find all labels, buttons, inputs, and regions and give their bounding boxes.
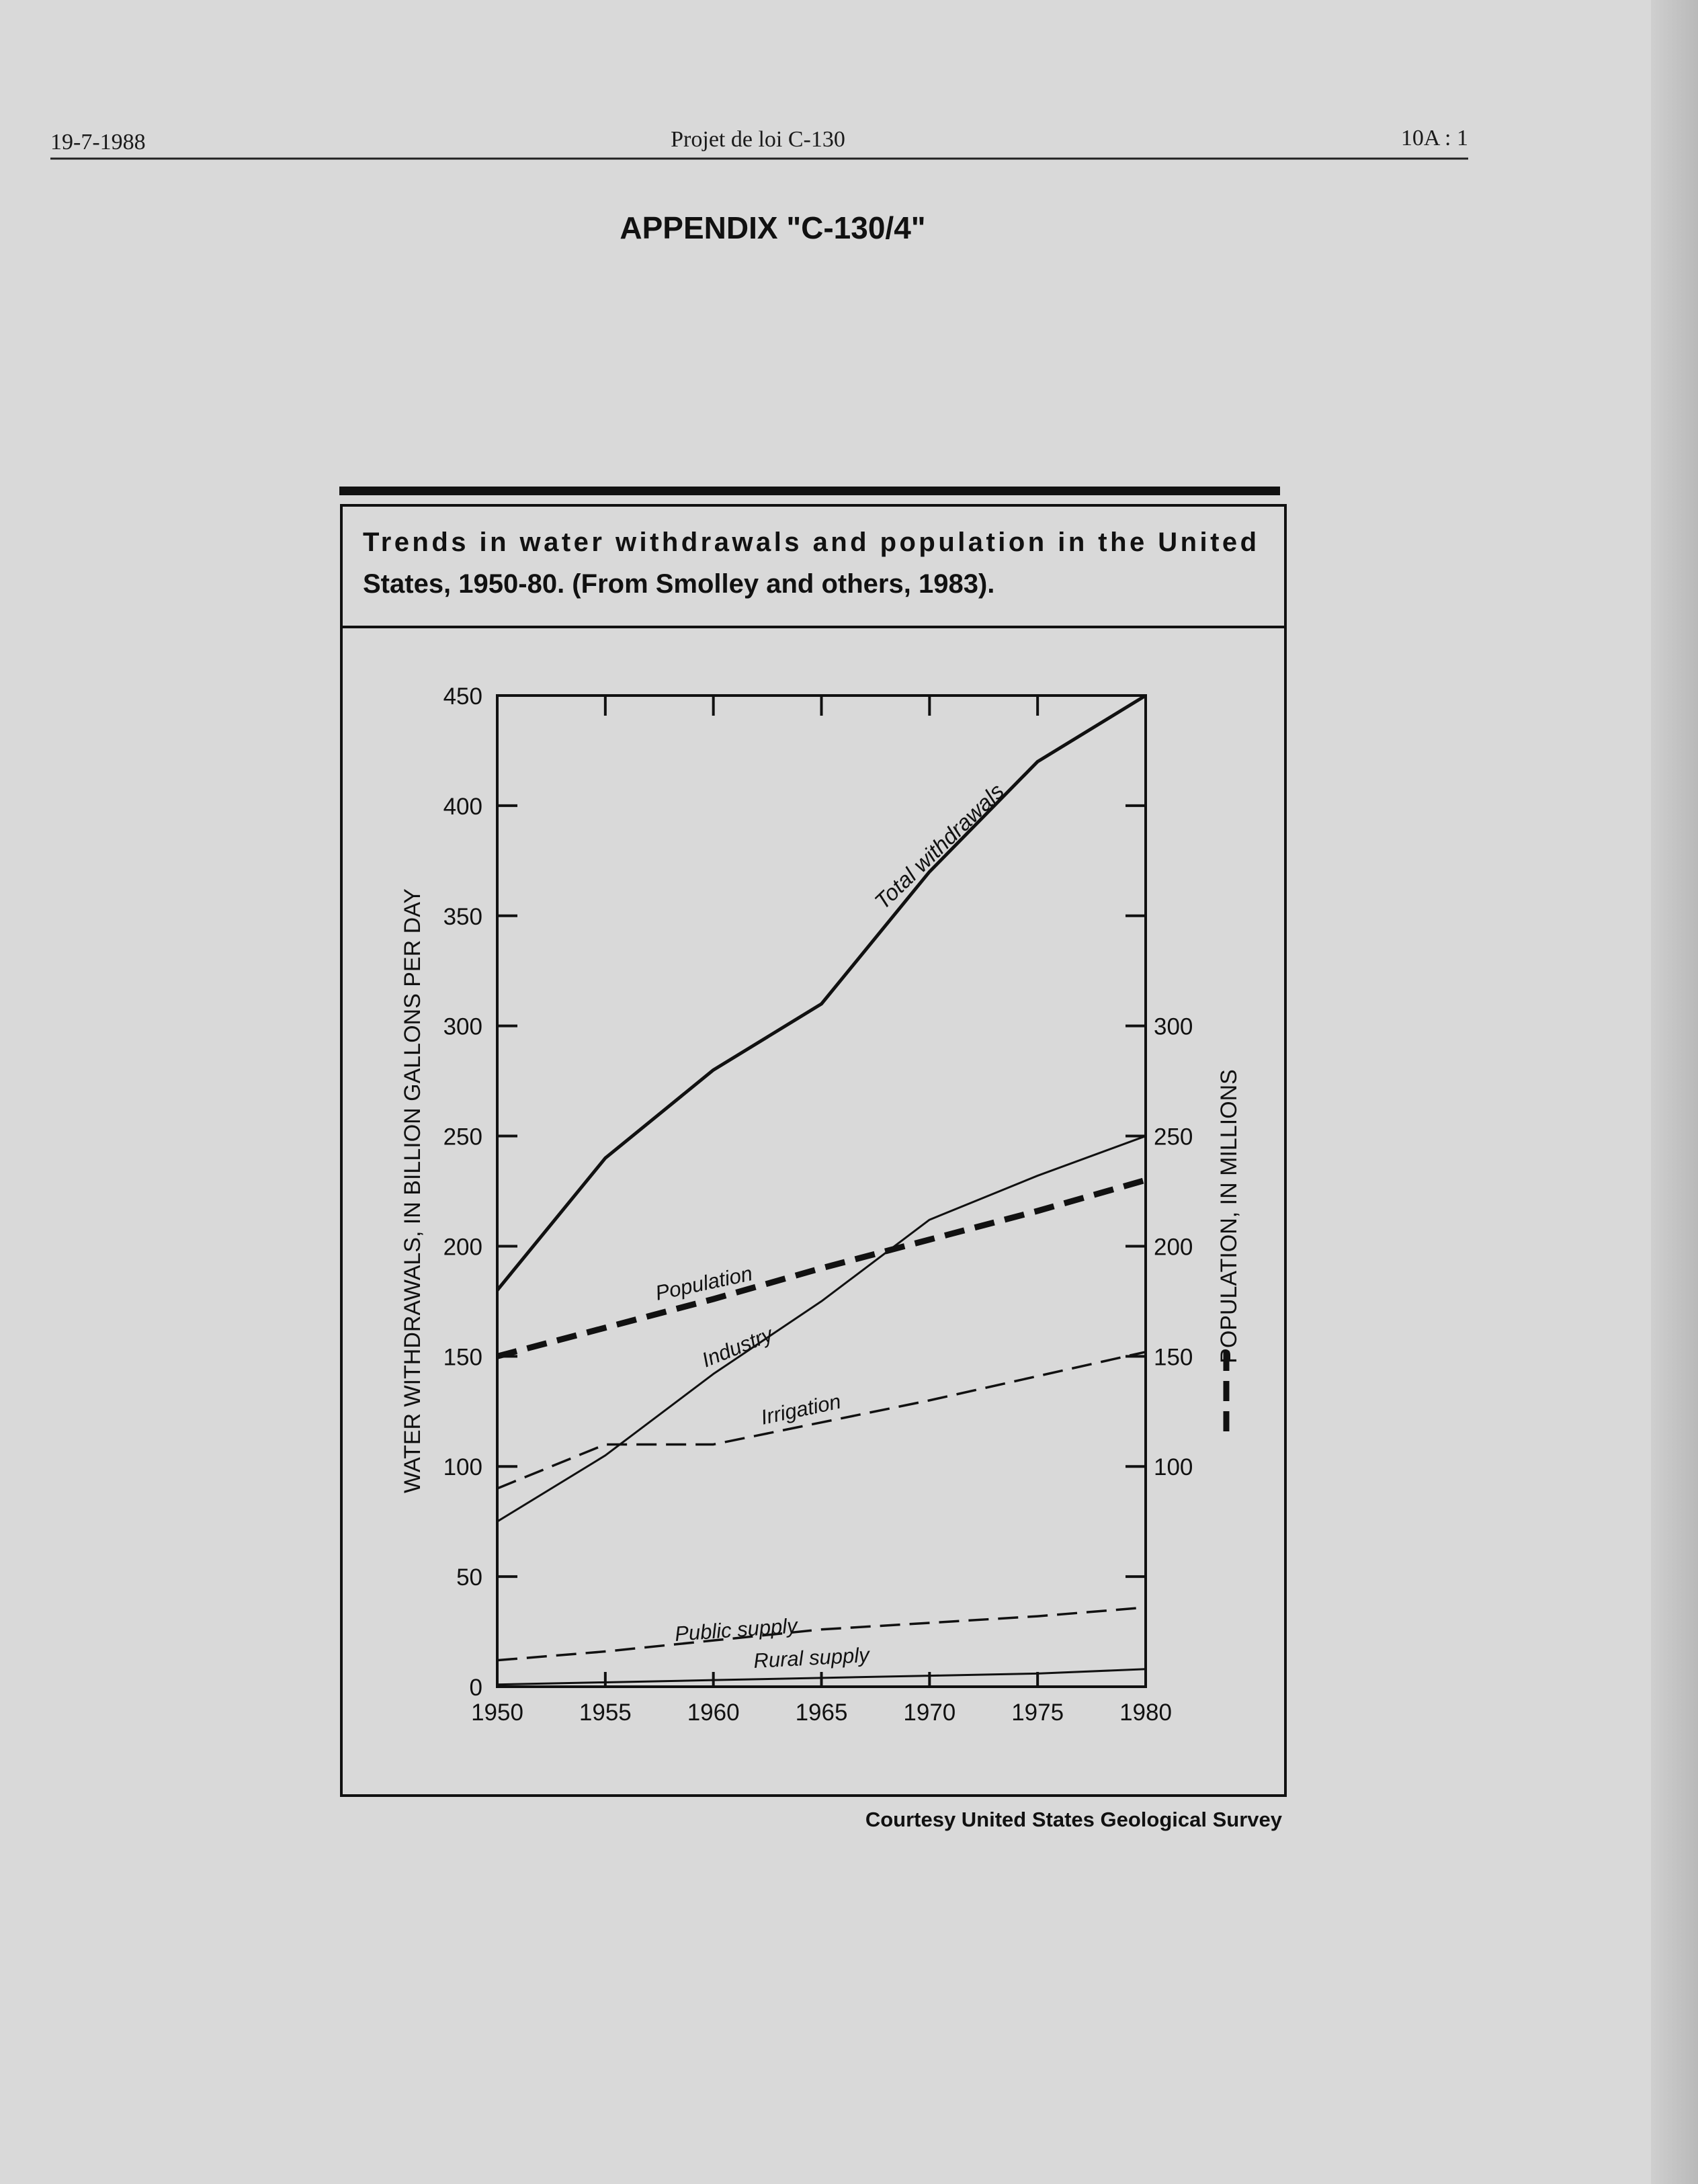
y-tick-label: 150 [443, 1344, 482, 1370]
label-public-supply: Public supply [674, 1613, 800, 1646]
y-tick-label: 350 [443, 904, 482, 930]
y-tick-label: 200 [443, 1234, 482, 1260]
figure-caption-line2: States, 1950-80. (From Smolley and other… [363, 569, 994, 599]
x-tick-label: 1980 [1119, 1699, 1172, 1726]
label-total-withdrawals: Total withdrawals [869, 778, 1009, 914]
plot-frame [496, 694, 1147, 1688]
y2-axis-label: POPULATION, IN MILLIONS [1216, 1069, 1242, 1363]
series-line-total-withdrawals [496, 694, 1147, 1292]
x-tick-label: 1970 [903, 1699, 956, 1726]
y-tick-label: 250 [443, 1124, 482, 1150]
y-tick-label: 100 [443, 1454, 482, 1480]
series-line-rural-supply [497, 1668, 1146, 1686]
figure-frame [340, 504, 1287, 1797]
label-population: Population [653, 1261, 755, 1305]
y2-tick-label: 300 [1154, 1014, 1193, 1040]
y-tick-label: 400 [443, 794, 482, 820]
x-tick-label: 1960 [687, 1699, 740, 1726]
header-page-number: 10A : 1 [1401, 126, 1468, 151]
page-edge-shadow [1651, 0, 1698, 2184]
y2-tick-label: 100 [1154, 1454, 1193, 1480]
x-tick-label: 1965 [796, 1699, 848, 1726]
label-rural-supply: Rural supply [753, 1643, 872, 1673]
label-irrigation: Irrigation [759, 1390, 843, 1429]
figure-top-bar [339, 487, 1280, 495]
y2-tick-label: 150 [1154, 1344, 1193, 1370]
appendix-title: APPENDIX "C-130/4" [620, 210, 925, 245]
y-tick-label: 450 [443, 683, 482, 710]
y-tick-label: 300 [443, 1014, 482, 1040]
header-bill: Projet de loi C-130 [671, 127, 845, 152]
header-date: 19-7-1988 [50, 130, 146, 155]
y-tick-label: 50 [456, 1564, 482, 1591]
figure-caption-line1: Trends in water withdrawals and populati… [363, 528, 1257, 557]
series-line-industry [497, 1135, 1146, 1523]
figure-credit: Courtesy United States Geological Survey [865, 1808, 1283, 1831]
y-axis-label: WATER WITHDRAWALS, IN BILLION GALLONS PE… [400, 888, 425, 1493]
label-industry: Industry [699, 1322, 778, 1372]
x-tick-label: 1975 [1011, 1699, 1064, 1726]
y-tick-label: 0 [470, 1675, 482, 1701]
y2-tick-label: 200 [1154, 1234, 1193, 1260]
series-line-population [496, 1177, 1147, 1359]
x-tick-label: 1950 [471, 1699, 523, 1726]
y2-tick-label: 250 [1154, 1124, 1193, 1150]
series-line-public-supply [497, 1606, 1146, 1662]
line-chart: 0 50 100 150 200 250 300 350 400 450 100 150 200 250 3… [400, 683, 1242, 1726]
x-tick-label: 1955 [579, 1699, 632, 1726]
series-line-irrigation [497, 1351, 1146, 1490]
